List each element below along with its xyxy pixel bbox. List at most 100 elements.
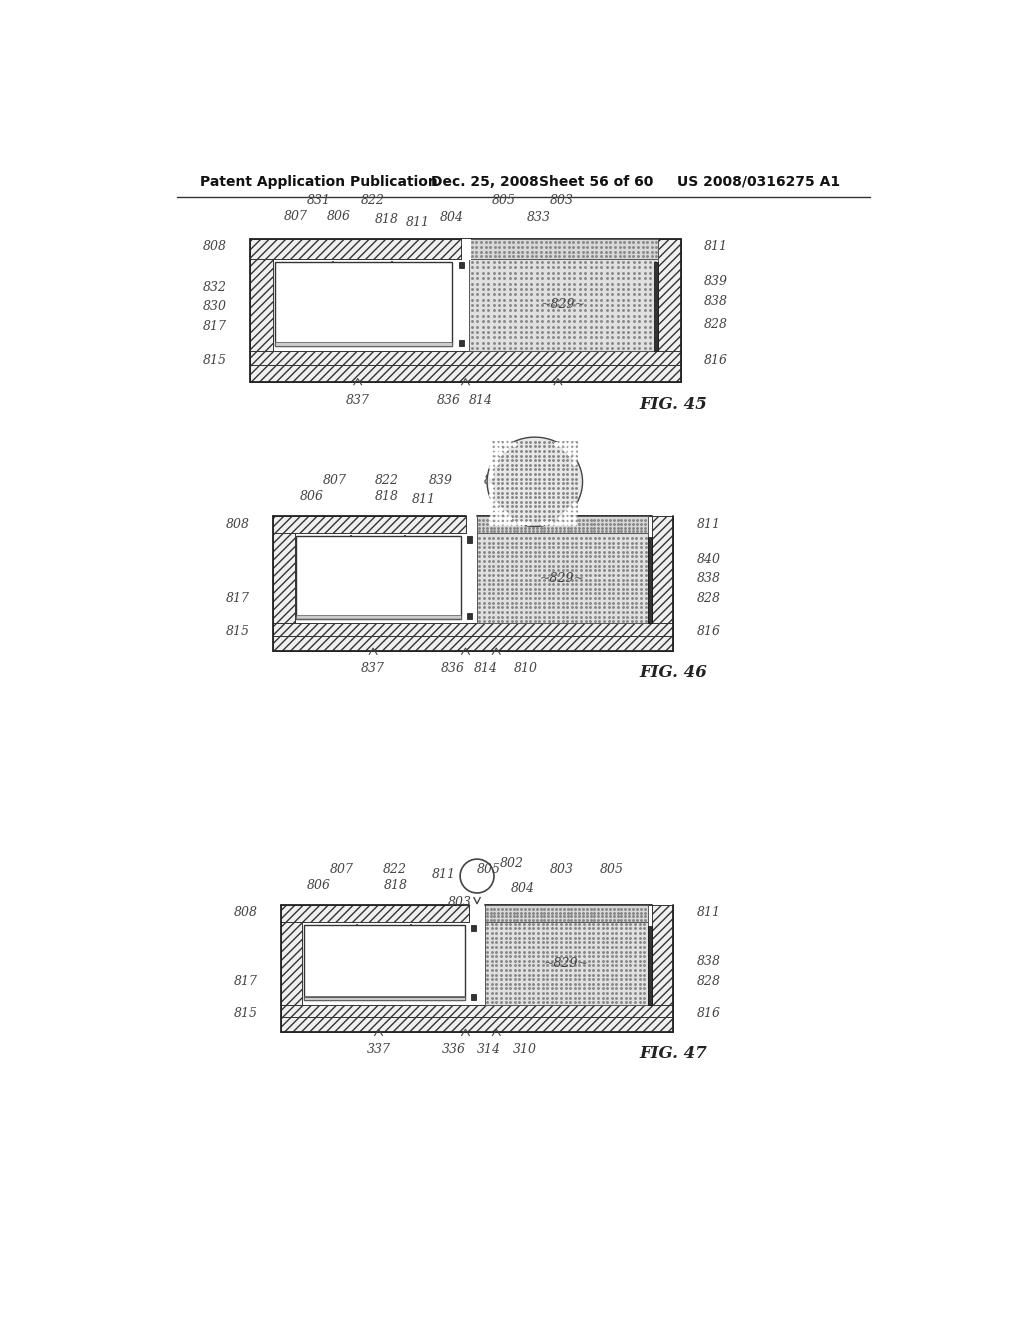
Polygon shape <box>487 437 583 527</box>
Text: 822: 822 <box>361 194 385 207</box>
Text: 806: 806 <box>299 490 324 503</box>
Bar <box>467 612 472 619</box>
Text: 822: 822 <box>375 474 399 487</box>
Text: 811: 811 <box>696 517 721 531</box>
Text: 817: 817 <box>233 975 258 989</box>
Text: 817: 817 <box>226 591 250 605</box>
Text: 807: 807 <box>284 210 308 223</box>
Text: 803: 803 <box>550 862 573 875</box>
Text: ~809~: ~809~ <box>361 945 407 958</box>
Text: 818: 818 <box>375 213 399 226</box>
Bar <box>250 364 681 381</box>
Text: 815: 815 <box>203 354 226 367</box>
Text: 805: 805 <box>492 194 516 207</box>
Text: ~829~: ~829~ <box>540 573 585 585</box>
Bar <box>250 239 273 351</box>
Text: 831: 831 <box>307 194 331 207</box>
Bar <box>281 906 469 923</box>
Text: ~809~: ~809~ <box>341 284 386 297</box>
Text: 811: 811 <box>406 215 430 228</box>
Text: 814: 814 <box>469 393 493 407</box>
Bar <box>273 636 674 651</box>
Bar <box>273 516 466 533</box>
Bar <box>471 994 475 1001</box>
Text: 805: 805 <box>476 862 501 875</box>
Bar <box>274 261 452 346</box>
Text: 830: 830 <box>203 300 226 313</box>
Text: 814: 814 <box>473 661 498 675</box>
Text: 818: 818 <box>375 490 399 503</box>
Text: 806: 806 <box>307 879 331 892</box>
Text: Patent Application Publication: Patent Application Publication <box>200 174 437 189</box>
Text: 808: 808 <box>203 240 226 253</box>
Bar <box>273 623 674 636</box>
Text: 838: 838 <box>696 954 721 968</box>
Bar <box>250 351 681 364</box>
Text: 310: 310 <box>513 1043 537 1056</box>
Text: 828: 828 <box>696 975 721 989</box>
Text: 806: 806 <box>327 210 350 223</box>
Bar <box>652 516 674 623</box>
Text: FIG. 45: FIG. 45 <box>639 396 708 413</box>
Text: FIG. 46: FIG. 46 <box>639 664 708 681</box>
Bar <box>658 239 681 351</box>
Text: 822: 822 <box>383 862 407 875</box>
Bar <box>281 1016 674 1032</box>
Bar <box>273 516 295 623</box>
Text: 828: 828 <box>696 591 721 605</box>
Bar <box>462 239 471 260</box>
Text: 337: 337 <box>367 1043 390 1056</box>
Text: 804: 804 <box>500 490 523 503</box>
Bar <box>477 516 648 533</box>
Text: 807: 807 <box>323 474 346 487</box>
Text: 839: 839 <box>429 474 453 487</box>
Text: 818: 818 <box>384 879 409 892</box>
Text: ~829~: ~829~ <box>541 298 586 312</box>
Bar <box>469 239 658 259</box>
Text: ~829~: ~829~ <box>544 957 589 970</box>
Text: US 2008/0316275 A1: US 2008/0316275 A1 <box>677 174 841 189</box>
Text: 803: 803 <box>546 474 570 487</box>
Bar <box>296 536 461 619</box>
Bar <box>648 927 652 1005</box>
Text: Sheet 56 of 60: Sheet 56 of 60 <box>539 174 653 189</box>
Text: 839: 839 <box>705 275 728 288</box>
Bar <box>281 1005 674 1016</box>
Text: 836: 836 <box>441 661 465 675</box>
Text: 804: 804 <box>439 211 464 224</box>
Text: 314: 314 <box>476 1043 501 1056</box>
Text: 817: 817 <box>203 319 226 333</box>
Bar <box>654 263 658 351</box>
Text: 838: 838 <box>705 296 728 308</box>
Text: 804: 804 <box>511 882 536 895</box>
Bar <box>469 259 658 351</box>
Bar <box>648 537 652 623</box>
Text: 803: 803 <box>449 896 472 908</box>
Text: 815: 815 <box>233 1007 258 1019</box>
Text: 805: 805 <box>600 862 624 875</box>
Bar <box>652 906 674 1005</box>
Text: 810: 810 <box>514 661 538 675</box>
Text: 815: 815 <box>226 626 250 639</box>
Text: 816: 816 <box>696 626 721 639</box>
Bar <box>250 239 462 259</box>
Bar <box>304 925 465 1001</box>
Text: 803: 803 <box>550 194 573 207</box>
Text: 802: 802 <box>500 857 523 870</box>
Bar <box>484 906 648 923</box>
Bar <box>281 906 302 1005</box>
Bar <box>296 615 461 619</box>
Text: 811: 811 <box>705 240 728 253</box>
Bar <box>460 261 464 268</box>
Bar <box>467 536 472 543</box>
Bar <box>471 925 475 932</box>
Bar <box>477 533 648 623</box>
Text: Dec. 25, 2008: Dec. 25, 2008 <box>431 174 539 189</box>
Text: 816: 816 <box>705 354 728 367</box>
Text: 816: 816 <box>696 1007 721 1019</box>
Text: 811: 811 <box>412 492 436 506</box>
Text: ~809~: ~809~ <box>356 560 401 573</box>
Text: 828: 828 <box>705 318 728 331</box>
Bar <box>484 923 648 1005</box>
Bar <box>274 342 452 346</box>
